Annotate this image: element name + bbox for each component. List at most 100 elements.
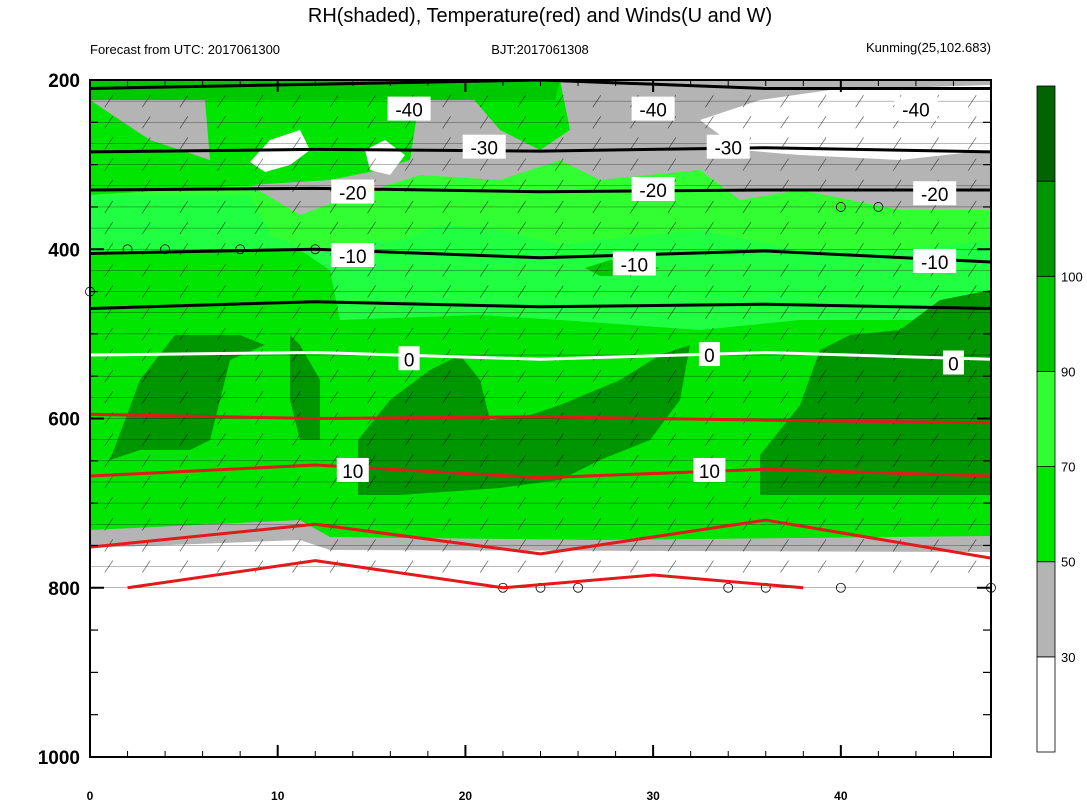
wind-barb [742,560,752,573]
wind-barb [254,433,264,446]
wind-barb [705,391,714,404]
wind-barb [217,475,226,489]
wind-barb [442,433,451,446]
wind-barb [592,391,602,404]
wind-barb [404,539,414,552]
wind-barb [930,348,939,362]
wind-barb [292,285,301,298]
wind-barb [329,496,339,510]
wind-barb [292,475,301,489]
wind-barb [592,158,602,171]
wind-barb [705,370,714,383]
wind-barb [667,158,677,171]
contour-label: -10 [331,243,375,268]
wind-barb [930,454,939,467]
wind-barb [855,496,864,510]
wind-barb [705,285,714,298]
wind-barb [104,94,114,108]
wind-barb [705,433,714,446]
wind-barb [967,200,977,214]
wind-barb [592,221,602,235]
wind-barb [780,391,789,404]
wind-barb [630,221,639,235]
wind-barb [104,137,114,150]
calm-marker [723,582,734,593]
wind-barb [892,370,902,383]
wind-barb [404,137,414,150]
wind-barb [254,137,264,150]
wind-barb [404,518,414,531]
contour-label: -40 [894,96,938,122]
wind-barb [592,94,602,108]
wind-barb [217,518,226,531]
wind-barb [555,306,564,319]
wind-barb [292,264,301,277]
wind-barb [555,200,564,214]
wind-barb [855,327,864,341]
wind-barb [404,433,414,446]
wind-barb [667,475,677,489]
wind-barb [329,370,339,383]
wind-barb [142,327,151,341]
wind-barb [442,475,451,489]
wind-barb [254,264,264,277]
contour-label: -40 [631,96,675,122]
wind-barb [892,454,902,467]
wind-barb [329,518,339,531]
wind-barb [780,243,789,256]
wind-barb [667,518,677,531]
wind-barb [179,412,189,425]
wind-barb [630,158,639,171]
y-tick-label: 200 [48,71,80,92]
wind-barb [667,433,677,446]
wind-barb [292,94,301,108]
wind-barb [479,518,489,531]
wind-barb [967,391,977,404]
wind-barb [780,306,789,319]
wind-barb [630,327,639,341]
wind-barb [517,200,526,214]
colorbar-segment [1036,561,1056,658]
wind-barb [142,264,151,277]
wind-barb [367,391,376,404]
contour-label-box [631,177,675,202]
wind-barb [254,370,264,383]
wind-barb [517,158,526,171]
wind-barb [254,496,264,510]
colorbar-tick-label: 50 [1061,555,1075,570]
wind-barb [630,560,639,573]
colorbar-segment [1036,371,1056,467]
calm-marker [835,582,846,593]
wind-barb [329,94,339,108]
wind-barb [217,94,226,108]
wind-barb [667,391,677,404]
wind-barb [217,116,226,129]
wind-barb [667,306,677,319]
temperature-contour [90,186,991,194]
wind-barb [592,475,602,489]
temperature-contour [90,300,991,310]
wind-barb [217,560,226,573]
wind-barb [855,94,864,108]
wind-barb [855,200,864,214]
rh-colorbar: 30 50 70 90 100 [1036,85,1083,753]
wind-barb [254,391,264,404]
valid-time-label: BJT:2017061308 [491,42,589,57]
wind-barb [967,243,977,256]
wind-barb [555,560,564,573]
contour-label: 10 [336,457,369,483]
wind-barb [442,285,451,298]
x-tick-label: 30 [646,789,660,803]
wind-barb [930,370,939,383]
contour-label-text: 0 [404,350,415,371]
wind-barb [179,518,189,531]
wind-barb [217,264,226,277]
wind-barb [479,285,489,298]
contour-label: 0 [942,350,964,375]
contour-label-text: -10 [921,253,948,274]
y-tick-label: 400 [48,240,80,261]
contour-label-text: -40 [902,101,929,122]
wind-barb [329,285,339,298]
contour-label-text: -10 [621,255,648,276]
